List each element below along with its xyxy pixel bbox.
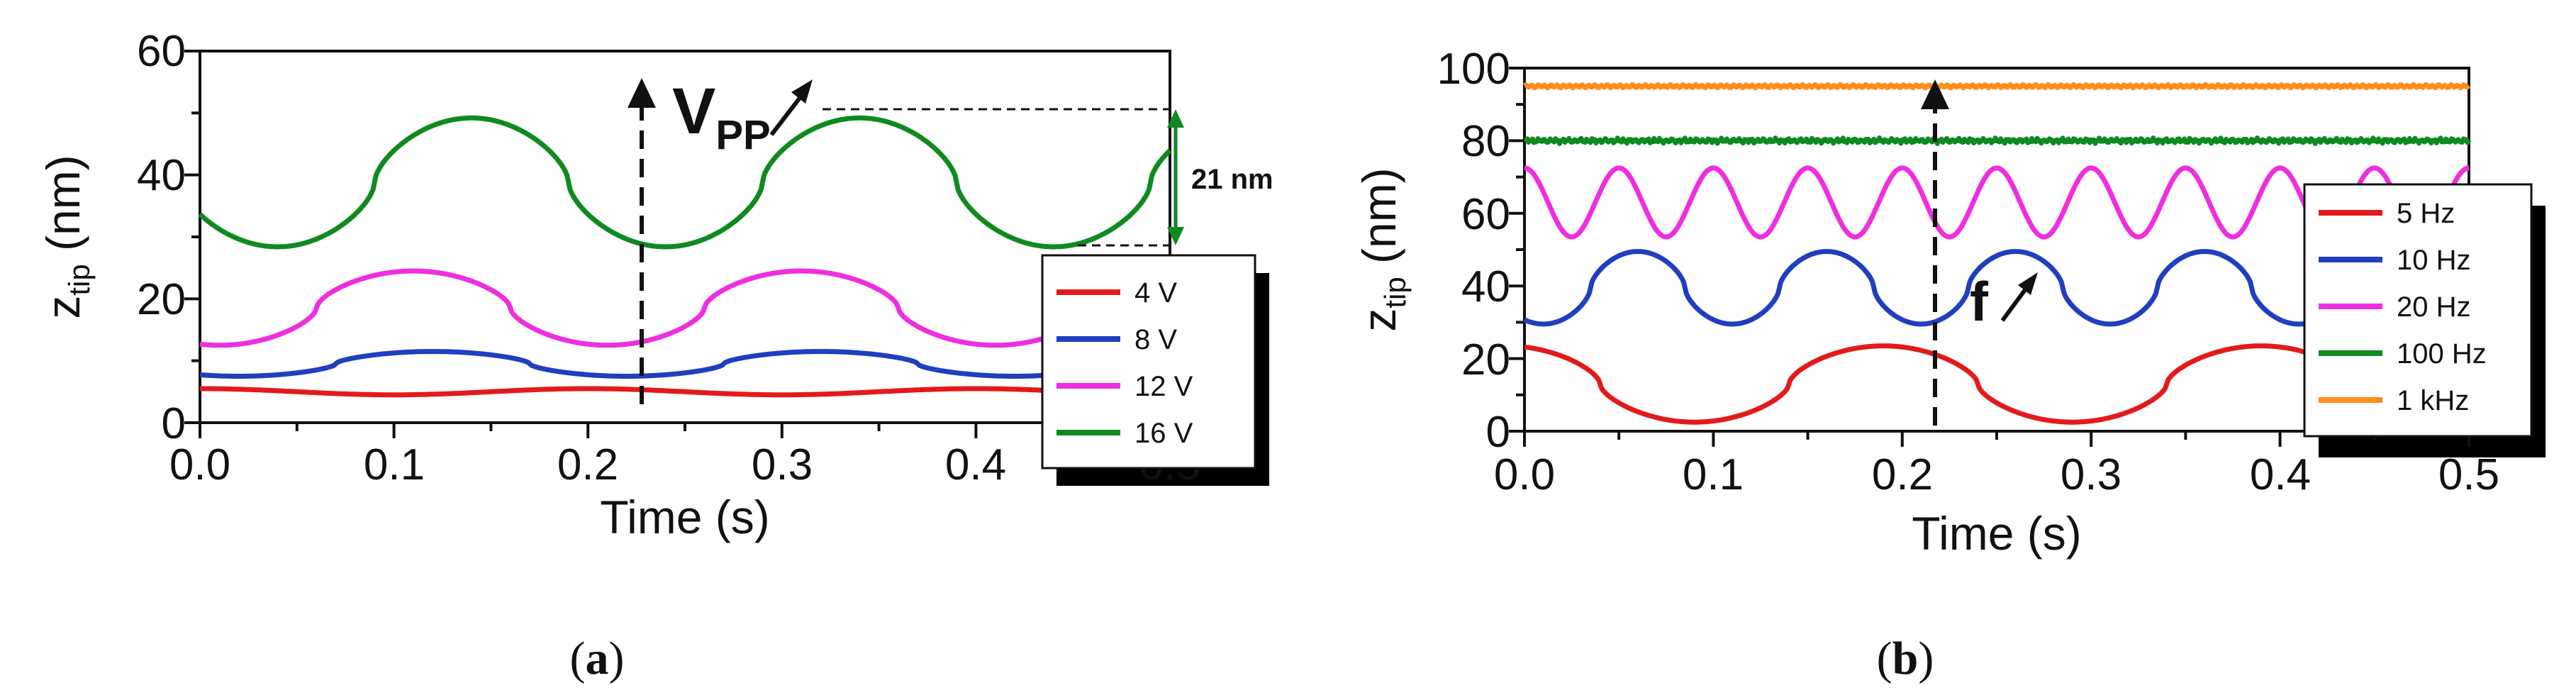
legend-box-b [2303, 183, 2533, 438]
vpp-arrow-head [791, 79, 813, 104]
y-tick-label: 20 [1461, 335, 1510, 384]
legend-item-label: 100 Hz [2397, 338, 2487, 370]
y-axis-title: ztip (nm) [37, 155, 96, 318]
series-line-4-v [199, 386, 1171, 398]
legend-item-label: 20 Hz [2397, 291, 2471, 323]
panel-caption-a: (a) [570, 633, 625, 684]
series-line-1-khz [1523, 82, 2471, 91]
f-arrow-head [2018, 272, 2038, 295]
legend-item-label: 10 Hz [2397, 245, 2471, 276]
legend-item-label: 5 Hz [2397, 198, 2455, 229]
y-axis-title-unit: (nm) [37, 155, 89, 264]
y-axis-title-main: z [37, 296, 89, 319]
x-tick-label: 0.1 [364, 440, 425, 489]
y-axis-title-unit: (nm) [1353, 167, 1405, 277]
series-line-100-hz [1523, 135, 2472, 146]
x-axis-title: Time (s) [600, 491, 770, 543]
legend-item-label: 8 V [1134, 324, 1177, 355]
x-tick-label: 0.4 [945, 440, 1006, 489]
legend-item-label: 1 kHz [2397, 385, 2469, 416]
y-tick-label: 60 [1461, 190, 1510, 239]
legend-item-label: 4 V [1134, 277, 1177, 309]
series-line-16-v [198, 115, 1172, 250]
x-tick-label: 0.4 [2250, 450, 2311, 499]
x-tick-label: 0.3 [752, 440, 813, 489]
x-tick-label: 0.0 [169, 440, 230, 489]
legend-a: 4 V 8 V 12 V 16 V [1056, 277, 1193, 449]
vpp-marker-arrowhead [628, 78, 656, 108]
amplitude-label: 21 nm [1191, 164, 1273, 195]
x-tick-label: 0.0 [1494, 450, 1555, 499]
y-axis-title-sub: tip [62, 264, 96, 295]
y-tick-label: 0 [162, 399, 186, 448]
series-line-12-v [199, 268, 1171, 348]
vpp-arrow-shaft [769, 96, 802, 136]
f-arrow-shaft [2000, 287, 2029, 322]
amplitude-arrow-top [1167, 109, 1184, 128]
vpp-label: VPP [672, 75, 771, 158]
panel-caption-b: (b) [1877, 633, 1934, 684]
y-tick-label: 80 [1461, 117, 1510, 166]
f-label: f [1970, 270, 1989, 333]
x-tick-label: 0.2 [1872, 450, 1933, 499]
x-tick-label: 0.2 [557, 440, 618, 489]
y-axis-title-main: z [1353, 309, 1405, 332]
y-tick-label: 60 [137, 27, 186, 76]
y-tick-label: 40 [1461, 262, 1510, 311]
y-tick-label: 40 [137, 151, 186, 200]
x-axis-title: Time (s) [1912, 507, 2082, 560]
legend-item-label: 12 V [1134, 371, 1193, 402]
y-axis-title-sub: tip [1378, 277, 1412, 308]
x-tick-label: 0.3 [2061, 450, 2121, 499]
y-axis-title: ztip (nm) [1353, 167, 1412, 331]
axis-ticks-b [1509, 67, 2470, 447]
y-tick-label: 0 [1486, 408, 1510, 457]
y-tick-label: 20 [137, 275, 186, 324]
x-tick-label: 0.1 [1683, 450, 1744, 499]
panel-a: 0 20 40 60 0.0 0.1 0.2 0.3 0.4 0.5 Time … [37, 27, 1273, 684]
legend-b: 5 Hz 10 Hz 20 Hz 100 Hz 1 kHz [2319, 198, 2487, 416]
series-line-8-v [199, 349, 1171, 379]
f-marker-arrowhead [1921, 79, 1949, 109]
panel-b: 0 20 40 60 80 100 0.0 0.1 0.2 0.3 0.4 0.… [1353, 45, 2546, 684]
x-tick-label: 0.5 [2438, 450, 2499, 499]
amplitude-arrow-bottom [1167, 227, 1184, 245]
y-tick-label: 100 [1437, 45, 1510, 94]
series-group-a [198, 115, 1172, 398]
legend-item-label: 16 V [1134, 418, 1193, 449]
